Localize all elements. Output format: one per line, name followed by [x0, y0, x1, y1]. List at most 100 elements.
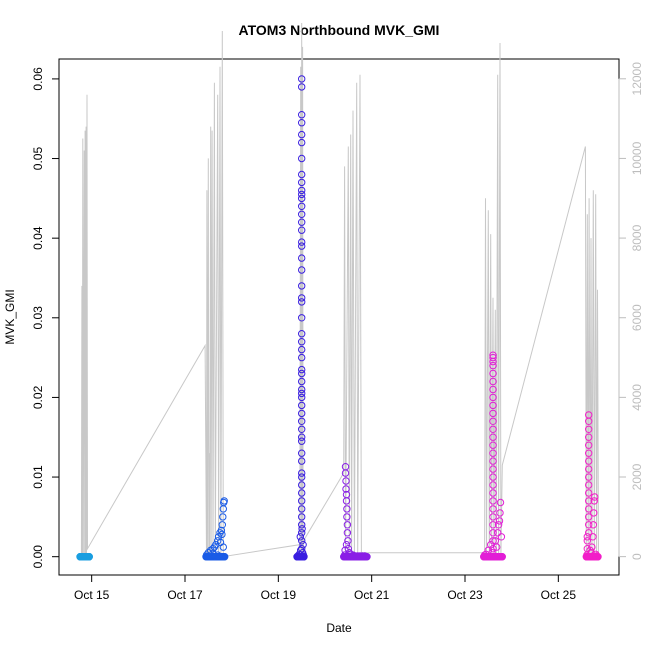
data-point	[354, 552, 362, 560]
data-point	[298, 497, 306, 505]
data-point	[298, 282, 306, 290]
data-point	[489, 433, 497, 441]
data-point	[218, 530, 226, 539]
data-point	[585, 505, 593, 513]
data-point	[494, 529, 502, 537]
data-point	[298, 178, 306, 187]
data-point	[298, 130, 306, 139]
data-point	[489, 513, 497, 521]
data-point	[590, 509, 598, 517]
data-point	[298, 449, 306, 457]
altitude-line	[80, 22, 599, 558]
y2-tick-label: 0	[630, 553, 644, 560]
data-point	[298, 218, 306, 226]
data-point	[583, 533, 591, 541]
data-point	[489, 449, 497, 457]
data-point	[298, 385, 306, 394]
y-tick-label: 0.06	[31, 67, 45, 91]
y-tick-label: 0.05	[31, 147, 45, 171]
data-point	[495, 517, 504, 525]
data-point	[204, 549, 213, 557]
y2-axis: 0 2000 4000 6000 8000 10000 12000	[618, 62, 644, 560]
y-axis: 0.00 0.01 0.02 0.03 0.04 0.05 0.06	[31, 67, 60, 568]
data-point	[298, 505, 306, 513]
data-point	[489, 385, 497, 394]
data-point	[480, 551, 489, 559]
data-point	[219, 513, 227, 521]
chart-title: ATOM3 Northbound MVK_GMI	[239, 22, 440, 38]
data-point	[298, 377, 306, 386]
data-point	[494, 521, 503, 529]
data-point	[298, 469, 306, 477]
data-point	[585, 497, 593, 505]
data-point	[585, 457, 593, 465]
data-point	[496, 509, 504, 517]
data-point	[489, 537, 497, 545]
points-layer	[76, 75, 602, 561]
y2-tick-label: 10000	[630, 141, 644, 175]
y2-tick-label: 4000	[630, 384, 644, 411]
data-point	[220, 497, 228, 505]
data-point	[298, 242, 306, 250]
data-point	[585, 441, 593, 449]
data-point	[589, 521, 597, 529]
data-point	[585, 529, 593, 537]
data-point	[343, 521, 352, 529]
data-point	[298, 353, 306, 362]
data-point	[298, 437, 306, 445]
data-point	[298, 238, 306, 246]
data-point	[489, 401, 497, 410]
x-axis: Oct 15 Oct 17 Oct 19 Oct 21 Oct 23 Oct 25	[74, 574, 577, 602]
data-point	[493, 543, 501, 551]
data-point	[342, 541, 351, 549]
data-point	[298, 75, 306, 83]
y-axis-label: MVK_GMI	[3, 289, 17, 344]
x-tick-label: Oct 19	[261, 588, 297, 602]
data-point	[489, 489, 497, 497]
data-point	[298, 138, 306, 147]
x-tick-label: Oct 25	[541, 588, 577, 602]
y2-tick-label: 12000	[630, 62, 644, 96]
data-point	[489, 497, 497, 505]
x-tick-label: Oct 23	[447, 588, 483, 602]
y2-tick-label: 2000	[630, 463, 644, 490]
data-point	[489, 529, 497, 537]
data-point	[298, 266, 306, 274]
data-point	[298, 537, 306, 545]
data-point	[212, 541, 220, 549]
data-point	[298, 481, 306, 489]
data-point	[585, 513, 593, 521]
data-point	[298, 194, 306, 203]
data-point	[489, 465, 497, 473]
data-point	[497, 533, 506, 541]
data-point	[298, 154, 306, 163]
data-point	[489, 417, 497, 425]
data-point	[589, 533, 597, 541]
data-point	[594, 553, 602, 561]
data-point	[585, 417, 593, 425]
data-point	[586, 546, 594, 554]
data-point	[298, 409, 306, 418]
x-tick-label: Oct 21	[354, 588, 390, 602]
data-point	[298, 210, 306, 219]
data-point	[296, 533, 304, 541]
data-point	[298, 401, 306, 410]
data-point	[340, 551, 349, 559]
data-point	[351, 552, 359, 560]
data-point	[585, 481, 593, 489]
data-point	[221, 553, 229, 561]
data-point	[298, 202, 306, 211]
data-point	[219, 543, 228, 551]
data-point	[489, 441, 497, 449]
plot-frame	[58, 58, 620, 576]
data-point	[298, 226, 306, 234]
data-point	[298, 294, 306, 302]
data-point	[489, 361, 497, 370]
data-point	[488, 549, 496, 557]
data-point	[489, 473, 497, 481]
data-point	[341, 469, 350, 477]
altitude-line-layer	[80, 22, 599, 558]
y2-tick-label: 6000	[630, 304, 644, 331]
data-point	[342, 477, 350, 485]
